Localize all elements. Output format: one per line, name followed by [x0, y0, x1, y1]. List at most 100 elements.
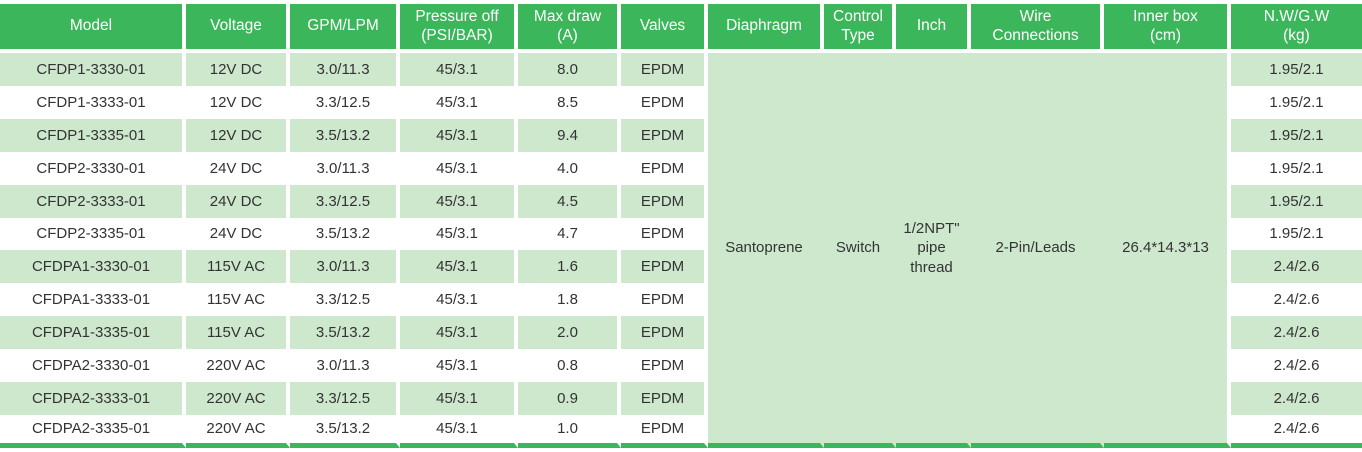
cell-gpm-lpm: 3.3/12.5 [290, 382, 400, 415]
table-row: CFDPA1-3335-01 115V AC 3.5/13.2 45/3.1 2… [0, 316, 1362, 350]
cell-max-draw: 0.9 [518, 382, 621, 415]
cell-max-draw: 4.7 [518, 217, 621, 251]
column-header-model: Model [0, 4, 186, 53]
cell-nw-gw: 2.4/2.6 [1231, 382, 1362, 415]
cell-max-draw: 4.5 [518, 184, 621, 218]
cell-model: CFDP2-3333-01 [0, 184, 186, 218]
cell-valves: EPDM [621, 349, 708, 383]
cell-model: CFDPA2-3333-01 [0, 382, 186, 415]
spec-table: Model Voltage GPM/LPM Pressure off (PSI/… [0, 4, 1362, 448]
cell-nw-gw: 2.4/2.6 [1273, 357, 1320, 375]
cell-gpm-lpm: 3.5/13.2 [290, 118, 400, 152]
cell-max-draw: 2.0 [518, 316, 621, 350]
table-row: CFDPA2-3335-01 220V AC 3.5/13.2 45/3.1 1… [0, 414, 1362, 448]
cell-nw-gw: 2.4/2.6 [1231, 415, 1362, 448]
cell-control-type-merged: Switch [824, 53, 896, 448]
cell-valves: EPDM [621, 151, 708, 185]
cell-gpm-lpm: 3.3/12.5 [290, 85, 400, 119]
table-row: CFDP2-3333-01 24V DC 3.3/12.5 45/3.1 4.5… [0, 184, 1362, 218]
table-row: CFDPA2-3330-01 220V AC 3.0/11.3 45/3.1 0… [0, 349, 1362, 383]
cell-voltage: 115V AC [186, 283, 290, 317]
cell-model: CFDPA1-3335-01 [0, 316, 186, 350]
column-header-voltage: Voltage [186, 4, 290, 53]
cell-voltage: 220V AC [186, 414, 290, 448]
column-header-nw-gw: N.W/G.W (kg) [1231, 4, 1362, 53]
cell-model: CFDP2-3335-01 [0, 217, 186, 251]
table-row: CFDP1-3333-01 12V DC 3.3/12.5 45/3.1 8.5… [0, 85, 1362, 119]
cell-pressure-off: 45/3.1 [400, 217, 518, 251]
cell-valves: EPDM [621, 53, 708, 86]
table-row: CFDP2-3330-01 24V DC 3.0/11.3 45/3.1 4.0… [0, 151, 1362, 185]
cell-voltage: 115V AC [186, 250, 290, 284]
cell-max-draw: 9.4 [518, 118, 621, 152]
table-row: CFDP2-3335-01 24V DC 3.5/13.2 45/3.1 4.7… [0, 217, 1362, 251]
cell-valves: EPDM [621, 184, 708, 218]
cell-model: CFDP1-3335-01 [0, 118, 186, 152]
cell-pressure-off: 45/3.1 [400, 85, 518, 119]
cell-pressure-off: 45/3.1 [400, 382, 518, 415]
cell-pressure-off: 45/3.1 [400, 316, 518, 350]
cell-valves: EPDM [621, 85, 708, 119]
table-row: CFDPA1-3330-01 115V AC 3.0/11.3 45/3.1 1… [0, 250, 1362, 284]
table-row: CFDPA1-3333-01 115V AC 3.3/12.5 45/3.1 1… [0, 283, 1362, 317]
cell-model: CFDP1-3333-01 [0, 85, 186, 119]
cell-max-draw: 0.8 [518, 349, 621, 383]
cell-nw-gw: 1.95/2.1 [1269, 225, 1324, 243]
column-header-gpm-lpm: GPM/LPM [290, 4, 400, 53]
cell-pressure-off: 45/3.1 [400, 283, 518, 317]
cell-nw-gw: 2.4/2.6 [1231, 316, 1362, 350]
cell-gpm-lpm: 3.0/11.3 [290, 53, 400, 86]
cell-model: CFDP2-3330-01 [0, 151, 186, 185]
cell-diaphragm-merged: Santoprene [708, 53, 824, 448]
table-row: CFDP1-3335-01 12V DC 3.5/13.2 45/3.1 9.4… [0, 118, 1362, 152]
cell-voltage: 24V DC [186, 151, 290, 185]
cell-nw-gw: 2.4/2.6 [1231, 250, 1362, 284]
column-header-diaphragm: Diaphragm [708, 4, 824, 53]
cell-gpm-lpm: 3.0/11.3 [290, 250, 400, 284]
cell-nw-gw: 1.95/2.1 [1231, 118, 1362, 152]
cell-model: CFDPA2-3330-01 [0, 349, 186, 383]
cell-gpm-lpm: 3.3/12.5 [290, 184, 400, 218]
cell-model: CFDPA2-3335-01 [0, 414, 186, 448]
cell-gpm-lpm: 3.3/12.5 [290, 283, 400, 317]
column-header-valves: Valves [621, 4, 708, 53]
cell-gpm-lpm: 3.5/13.2 [290, 316, 400, 350]
cell-model: CFDPA1-3333-01 [0, 283, 186, 317]
cell-max-draw: 4.0 [518, 151, 621, 185]
cell-max-draw: 1.0 [518, 414, 621, 448]
column-header-max-draw: Max draw (A) [518, 4, 621, 53]
cell-pressure-off: 45/3.1 [400, 349, 518, 383]
cell-max-draw: 1.8 [518, 283, 621, 317]
column-header-inch: Inch [896, 4, 971, 53]
cell-pressure-off: 45/3.1 [400, 250, 518, 284]
cell-nw-gw: 1.95/2.1 [1231, 184, 1362, 218]
cell-nw-gw: 2.4/2.6 [1273, 291, 1320, 309]
cell-voltage: 220V AC [186, 349, 290, 383]
cell-valves: EPDM [621, 250, 708, 284]
cell-nw-gw: 1.95/2.1 [1231, 53, 1362, 86]
cell-wire-connections-merged: 2-Pin/Leads [971, 53, 1104, 448]
column-header-pressure-off: Pressure off (PSI/BAR) [400, 4, 518, 53]
cell-inner-box-merged: 26.4*14.3*13 [1104, 53, 1231, 448]
header-row: Model Voltage GPM/LPM Pressure off (PSI/… [0, 4, 1362, 53]
cell-inch-merged: 1/2NPT" pipe thread [896, 53, 971, 448]
cell-valves: EPDM [621, 382, 708, 415]
cell-voltage: 12V DC [186, 85, 290, 119]
cell-valves: EPDM [621, 316, 708, 350]
cell-valves: EPDM [621, 414, 708, 448]
cell-gpm-lpm: 3.0/11.3 [290, 151, 400, 185]
cell-valves: EPDM [621, 118, 708, 152]
cell-model: CFDP1-3330-01 [0, 53, 186, 86]
cell-valves: EPDM [621, 283, 708, 317]
cell-valves: EPDM [621, 217, 708, 251]
cell-voltage: 12V DC [186, 53, 290, 86]
cell-voltage: 12V DC [186, 118, 290, 152]
cell-gpm-lpm: 3.5/13.2 [290, 414, 400, 448]
cell-voltage: 220V AC [186, 382, 290, 415]
cell-voltage: 24V DC [186, 184, 290, 218]
cell-voltage: 24V DC [186, 217, 290, 251]
cell-pressure-off: 45/3.1 [400, 118, 518, 152]
table-row: CFDP1-3330-01 12V DC 3.0/11.3 45/3.1 8.0… [0, 53, 1362, 448]
cell-max-draw: 8.5 [518, 85, 621, 119]
cell-pressure-off: 45/3.1 [400, 53, 518, 86]
